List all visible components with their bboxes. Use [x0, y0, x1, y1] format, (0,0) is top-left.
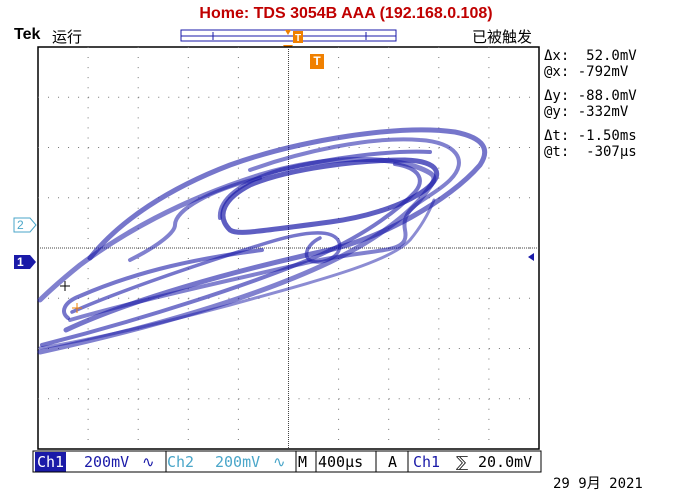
- trigger-label: A: [388, 453, 398, 471]
- cursor-dt: Δt: -1.50ms: [544, 128, 637, 144]
- cursor-at-t: @t: -307μs: [544, 144, 637, 160]
- ch1-scale[interactable]: 200mV: [84, 453, 130, 471]
- run-state: 运行: [52, 28, 83, 46]
- cursor-at-y: @y: -332mV: [544, 104, 629, 120]
- ch2-coupling-icon: ∿: [273, 453, 286, 471]
- xy-trace: [37, 127, 488, 355]
- trigger-level-marker[interactable]: [528, 253, 534, 261]
- ch2-scale[interactable]: 200mV: [215, 453, 261, 471]
- ch1-ground-marker[interactable]: [14, 255, 36, 269]
- trigger-t-label: T: [313, 54, 321, 68]
- trigger-t-marker-top-label: T: [295, 33, 301, 44]
- trigger-t-marker[interactable]: [310, 54, 324, 69]
- ch1-tag[interactable]: Ch1: [35, 452, 67, 472]
- ch1-marker-label: 1: [17, 255, 24, 269]
- window-title: Home: TDS 3054B AAA (192.168.0.108): [199, 5, 493, 22]
- trigger-state: 已被触发: [472, 28, 533, 46]
- trigger-t-marker-top: [293, 31, 303, 43]
- timebase-label: M: [298, 453, 308, 471]
- scope-display: T: [13, 29, 540, 450]
- ch2-marker-label: 2: [17, 218, 24, 232]
- cursor-dx: Δx: 52.0mV: [544, 48, 637, 64]
- ch2-ground-marker[interactable]: [13, 217, 37, 233]
- trigger-level[interactable]: 20.0mV: [478, 453, 533, 471]
- ch2-tag[interactable]: Ch2: [167, 453, 195, 471]
- date-display: 29 9月 2021: [553, 476, 643, 492]
- ch1-coupling-icon: ∿: [142, 453, 155, 471]
- status-bar-dividers: [32, 450, 542, 473]
- cursor-dy: Δy: -88.0mV: [544, 88, 637, 104]
- trigger-source[interactable]: Ch1: [413, 453, 441, 471]
- cursor-markers[interactable]: [60, 281, 82, 313]
- timebase-value[interactable]: 400μs: [318, 453, 364, 471]
- status-bar: Ch1 200mV ∿ Ch2 200mV ∿ M 400μs A Ch1 ⅀ …: [0, 452, 692, 472]
- record-bar: [180, 29, 397, 42]
- cursor-at-x: @x: -792mV: [544, 64, 629, 80]
- brand-logo: Tek: [14, 26, 41, 43]
- trigger-slope-icon: ⅀: [456, 453, 469, 471]
